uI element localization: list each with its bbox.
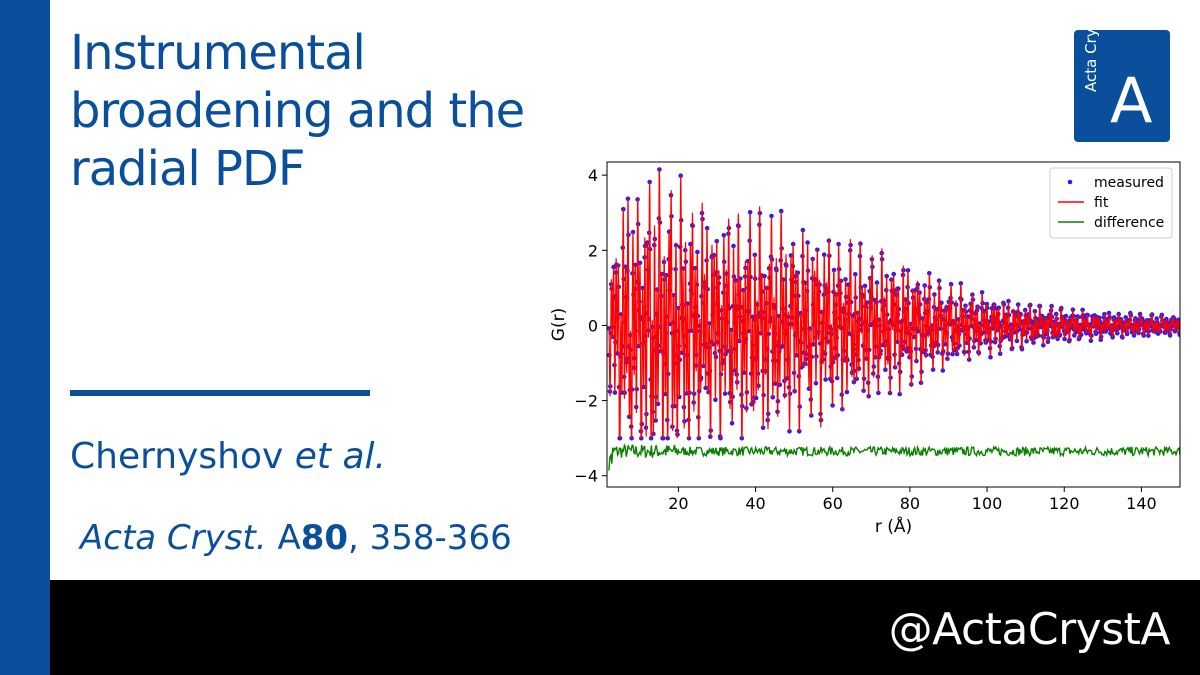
x-tick-label: 60 xyxy=(823,494,843,513)
difference-line xyxy=(608,442,1180,471)
citation-section: A xyxy=(277,518,301,558)
author-etal: et al. xyxy=(294,436,386,477)
fit-line xyxy=(608,169,1180,440)
plot-layer xyxy=(607,167,1180,471)
plot-frame xyxy=(606,161,1181,488)
y-tick-label: 4 xyxy=(588,166,598,185)
footer-bar xyxy=(50,580,1200,675)
x-tick-label: 100 xyxy=(972,494,1003,513)
authors-line: Chernyshov et al. xyxy=(70,434,386,480)
journal-logo: Acta Cryst A xyxy=(1074,15,1170,142)
axis-layer: 20 40 60 80 100 120 140 −4 −2 0 2 4 xyxy=(574,161,1181,513)
y-tick-label: −4 xyxy=(574,467,598,486)
y-tick-label: 0 xyxy=(588,316,598,335)
x-tick-label: 20 xyxy=(668,494,688,513)
x-axis-label: r (Å) xyxy=(875,515,912,537)
social-handle: @ActaCrystA xyxy=(888,604,1171,655)
logo-journal-name: Acta Cryst xyxy=(1082,14,1100,92)
legend-label-fit: fit xyxy=(1094,195,1109,211)
slide-title: Instrumental broadening and the radial P… xyxy=(70,25,525,197)
legend-label-measured: measured xyxy=(1094,175,1164,191)
y-tick-label: −2 xyxy=(574,392,598,411)
citation-volume: 80 xyxy=(300,518,349,558)
title-divider xyxy=(70,390,370,396)
citation-line: Acta Cryst. A80, 358-366 xyxy=(80,516,512,560)
x-tick-label: 120 xyxy=(1049,494,1080,513)
x-tick-label: 40 xyxy=(745,494,765,513)
chart-legend: measured fit difference xyxy=(1049,167,1173,239)
logo-letter: A xyxy=(1110,64,1153,137)
pdf-chart: 20 40 60 80 100 120 140 −4 −2 0 2 4 r (Å) G(r) meas… xyxy=(549,161,1181,537)
citation-pages: , 358-366 xyxy=(348,518,512,558)
y-tick-label: 2 xyxy=(588,241,598,260)
x-tick-label: 140 xyxy=(1126,494,1157,513)
x-tick-label: 80 xyxy=(900,494,920,513)
legend-box xyxy=(1049,167,1173,239)
y-axis-label: G(r) xyxy=(549,308,569,341)
citation-journal: Acta Cryst. xyxy=(80,518,267,558)
legend-label-difference: difference xyxy=(1094,215,1164,231)
author-name: Chernyshov xyxy=(70,436,284,477)
left-accent-stripe xyxy=(0,0,50,675)
legend-swatch-measured xyxy=(1067,179,1073,185)
